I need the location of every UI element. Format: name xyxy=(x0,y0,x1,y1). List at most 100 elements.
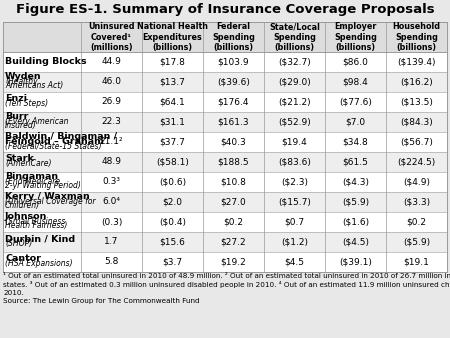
Text: $27.2: $27.2 xyxy=(220,238,246,246)
Bar xyxy=(3,152,447,172)
Text: Burr: Burr xyxy=(5,112,28,121)
Bar xyxy=(3,232,447,252)
Text: (Small Business: (Small Business xyxy=(5,217,65,225)
Text: 48.9: 48.9 xyxy=(102,158,122,167)
Text: Stark: Stark xyxy=(5,154,34,163)
Bar xyxy=(3,252,447,272)
Text: $64.1: $64.1 xyxy=(160,97,185,106)
Text: $0.2: $0.2 xyxy=(406,217,427,226)
Text: $19.2: $19.2 xyxy=(220,258,247,266)
Text: (Ten Steps): (Ten Steps) xyxy=(5,99,48,108)
Text: Wyden: Wyden xyxy=(5,72,41,81)
Text: 6.0⁴: 6.0⁴ xyxy=(103,197,121,207)
Text: ($29.0): ($29.0) xyxy=(278,77,311,87)
Text: Johnson: Johnson xyxy=(5,212,47,221)
Bar xyxy=(3,192,447,212)
Text: ($5.9): ($5.9) xyxy=(403,238,430,246)
Text: ¹ Out of an estimated total uninsured in 2010 of 48.9 million. ² Out of an estim: ¹ Out of an estimated total uninsured in… xyxy=(3,273,450,304)
Text: $10.8: $10.8 xyxy=(220,177,247,187)
Text: $3.7: $3.7 xyxy=(162,258,183,266)
Text: ($15.7): ($15.7) xyxy=(278,197,311,207)
Text: 26.9: 26.9 xyxy=(102,97,122,106)
Text: Building Blocks: Building Blocks xyxy=(5,57,86,67)
Text: Durbin / Kind: Durbin / Kind xyxy=(5,234,75,243)
Text: $13.7: $13.7 xyxy=(160,77,185,87)
Text: (0.3): (0.3) xyxy=(101,217,122,226)
Text: ($3.3): ($3.3) xyxy=(403,197,430,207)
Text: ($1.6): ($1.6) xyxy=(342,217,369,226)
Text: ($56.7): ($56.7) xyxy=(400,138,433,146)
Text: ($52.9): ($52.9) xyxy=(278,118,311,126)
Text: Household
Spending
(billions): Household Spending (billions) xyxy=(392,22,441,52)
Text: ($13.5): ($13.5) xyxy=(400,97,433,106)
Bar xyxy=(3,22,447,52)
Text: $19.1: $19.1 xyxy=(404,258,429,266)
Text: 21.1²: 21.1² xyxy=(100,138,123,146)
Text: Baldwin / Bingaman /: Baldwin / Bingaman / xyxy=(5,131,117,141)
Text: $61.5: $61.5 xyxy=(342,158,369,167)
Text: 2-yr Waiting Period): 2-yr Waiting Period) xyxy=(5,182,81,190)
Text: $86.0: $86.0 xyxy=(342,57,369,67)
Text: $161.3: $161.3 xyxy=(218,118,249,126)
Text: ($21.2): ($21.2) xyxy=(278,97,311,106)
Text: (SHOP): (SHOP) xyxy=(5,239,32,248)
Text: ($224.5): ($224.5) xyxy=(397,158,436,167)
Text: $37.7: $37.7 xyxy=(160,138,185,146)
Text: $27.0: $27.0 xyxy=(220,197,247,207)
Text: ($83.6): ($83.6) xyxy=(278,158,311,167)
Text: Americans Act): Americans Act) xyxy=(5,81,63,90)
Text: Kerry / Waxman: Kerry / Waxman xyxy=(5,192,90,201)
Text: ($32.7): ($32.7) xyxy=(278,57,311,67)
Bar xyxy=(3,172,447,192)
Bar xyxy=(3,52,447,72)
Text: ($77.6): ($77.6) xyxy=(339,97,372,106)
Text: $176.4: $176.4 xyxy=(218,97,249,106)
Text: ($39.6): ($39.6) xyxy=(217,77,250,87)
Text: State/Local
Spending
(billions): State/Local Spending (billions) xyxy=(269,22,320,52)
Text: Uninsured
Covered¹
(millions): Uninsured Covered¹ (millions) xyxy=(88,22,135,52)
Text: $2.0: $2.0 xyxy=(162,197,183,207)
Text: $0.2: $0.2 xyxy=(224,217,243,226)
Text: ($39.1): ($39.1) xyxy=(339,258,372,266)
Text: ($2.3): ($2.3) xyxy=(281,177,308,187)
Text: $17.8: $17.8 xyxy=(160,57,185,67)
Bar xyxy=(3,212,447,232)
Text: $188.5: $188.5 xyxy=(218,158,249,167)
Text: 46.0: 46.0 xyxy=(102,77,122,87)
Text: $34.8: $34.8 xyxy=(342,138,369,146)
Text: 5.8: 5.8 xyxy=(104,258,119,266)
Text: Children): Children) xyxy=(5,201,40,210)
Text: ($0.6): ($0.6) xyxy=(159,177,186,187)
Text: (Healthy: (Healthy xyxy=(5,76,38,86)
Text: Bingaman: Bingaman xyxy=(5,172,58,181)
Text: $98.4: $98.4 xyxy=(342,77,369,87)
Text: ($16.2): ($16.2) xyxy=(400,77,433,87)
Bar xyxy=(3,112,447,132)
Text: ($4.5): ($4.5) xyxy=(342,238,369,246)
Text: 22.3: 22.3 xyxy=(102,118,122,126)
Text: ($58.1): ($58.1) xyxy=(156,158,189,167)
Text: $0.7: $0.7 xyxy=(284,217,305,226)
Text: Feingold – Graham: Feingold – Graham xyxy=(5,137,104,146)
Bar xyxy=(3,72,447,92)
Text: 1.7: 1.7 xyxy=(104,238,119,246)
Bar xyxy=(3,132,447,152)
Text: National Health
Expenditures
(billions): National Health Expenditures (billions) xyxy=(137,22,208,52)
Bar xyxy=(3,92,447,112)
Text: $15.6: $15.6 xyxy=(160,238,185,246)
Text: (End Medicare: (End Medicare xyxy=(5,176,60,186)
Text: ($84.3): ($84.3) xyxy=(400,118,433,126)
Text: ($4.3): ($4.3) xyxy=(342,177,369,187)
Text: ($4.9): ($4.9) xyxy=(403,177,430,187)
Text: Cantor: Cantor xyxy=(5,255,41,263)
Text: $19.4: $19.4 xyxy=(282,138,307,146)
Text: (HSA Expansions): (HSA Expansions) xyxy=(5,259,72,268)
Text: 44.9: 44.9 xyxy=(102,57,122,67)
Text: ($1.2): ($1.2) xyxy=(281,238,308,246)
Text: $7.0: $7.0 xyxy=(346,118,365,126)
Text: (Every American: (Every American xyxy=(5,117,68,125)
Text: $31.1: $31.1 xyxy=(160,118,185,126)
Text: (AmeriCare): (AmeriCare) xyxy=(5,159,51,168)
Text: (Universal Coverage for: (Universal Coverage for xyxy=(5,197,95,206)
Text: 0.3³: 0.3³ xyxy=(103,177,121,187)
